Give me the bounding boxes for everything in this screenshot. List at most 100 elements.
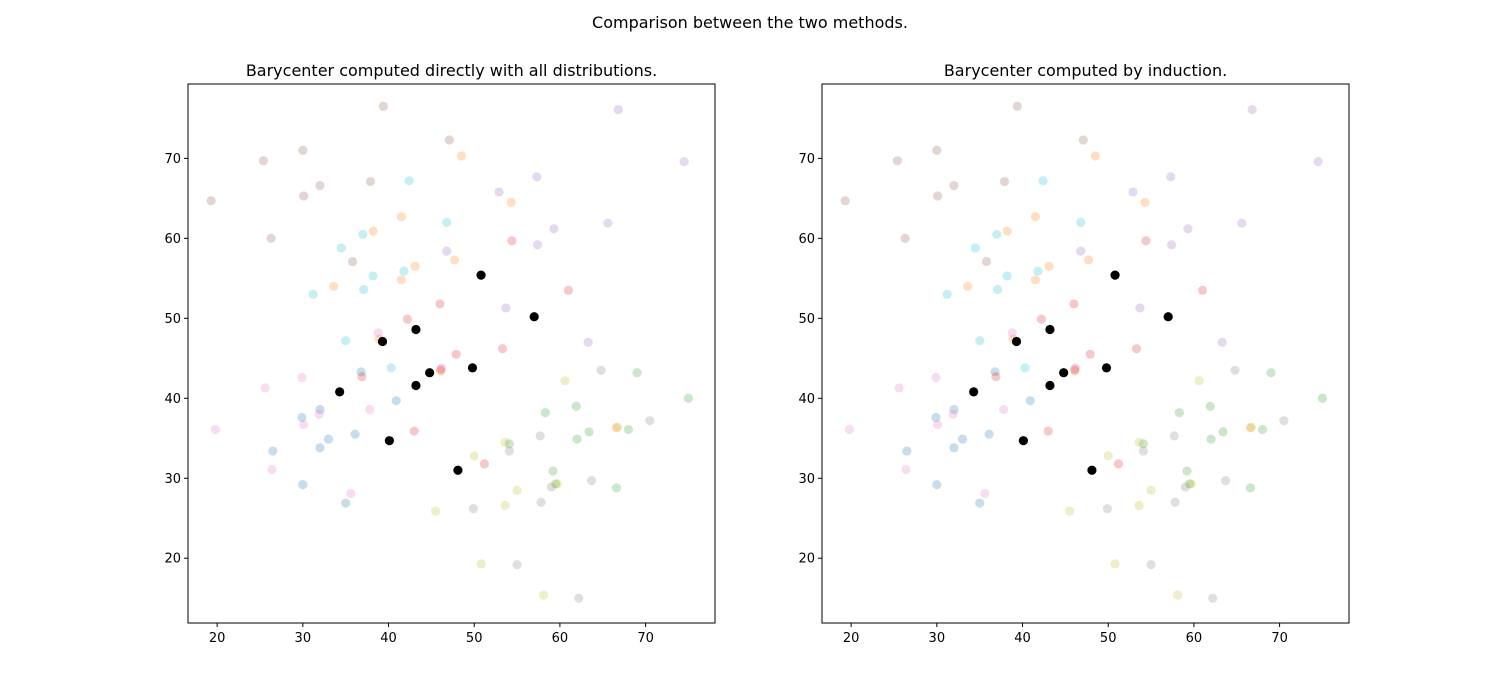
y-tick-label: 70 (798, 152, 815, 167)
barycenter-point (1110, 270, 1120, 280)
scatter-point-red (1197, 285, 1208, 295)
scatter-point-pink (948, 409, 958, 419)
barycenter-point (1101, 363, 1112, 373)
scatter-point-orange (1030, 275, 1040, 285)
scatter-point-red (1069, 299, 1079, 309)
scatter-point-blue (268, 446, 278, 456)
scatter-point-olive (500, 500, 510, 511)
scatter-point-gray (1102, 504, 1112, 514)
scatter-point-cyan (336, 243, 346, 253)
scatter-point-orange (436, 366, 446, 376)
barycenter-point (1018, 436, 1028, 446)
y-tick-label: 50 (164, 312, 181, 327)
scatter-point-green (1185, 479, 1195, 489)
scatter-point-cyan (1020, 363, 1030, 373)
scatter-point-red (357, 372, 367, 382)
scatter-point-orange (396, 275, 406, 285)
scatter-point-pink (894, 383, 904, 393)
x-tick-label: 60 (552, 631, 569, 646)
x-tick-label: 70 (637, 631, 654, 646)
scatter-point-green (1257, 424, 1268, 435)
scatter-point-blue (1025, 396, 1035, 406)
scatter-point-brown (206, 196, 216, 206)
scatter-point-olive (1134, 500, 1144, 511)
x-tick-label: 50 (466, 631, 483, 646)
scatter-point-brown (444, 135, 454, 145)
scatter-point-cyan (993, 284, 1003, 295)
scatter-point-orange (329, 281, 339, 291)
scatter-point-blue (350, 429, 360, 439)
barycenter-point (476, 270, 486, 280)
scatter-point-red (1036, 314, 1046, 324)
scatter-point-cyan (942, 289, 952, 299)
barycenter-point (377, 336, 388, 347)
scatter-point-brown (365, 176, 376, 187)
scatter-point-red (507, 236, 517, 246)
scatter-point-pink (210, 424, 221, 435)
scatter-point-pink (999, 404, 1009, 415)
scatter-point-gray (574, 593, 584, 603)
x-tick-label: 70 (1271, 631, 1288, 646)
plot-frame (187, 83, 716, 624)
scatter-point-olive (512, 485, 522, 495)
scatter-point-brown (892, 156, 903, 166)
scatter-point-orange (456, 151, 466, 161)
y-tick-label: 20 (798, 552, 815, 567)
scatter-point-olive (560, 376, 570, 386)
scatter-point-pink (346, 488, 356, 499)
barycenter-point (1011, 336, 1022, 347)
left-subplot-title: Barycenter computed directly with all di… (246, 61, 657, 80)
barycenter-point (411, 324, 421, 335)
scatter-point-purple (501, 303, 511, 313)
scatter-point-gray (468, 504, 478, 514)
scatter-point-olive (469, 451, 479, 461)
scatter-point-orange (368, 226, 378, 236)
right-subplot: Barycenter computed by induction. 20 30 40… (798, 61, 1350, 646)
scatter-point-olive (1065, 506, 1075, 516)
scatter-point-orange (963, 281, 973, 291)
scatter-point-brown (1078, 135, 1088, 145)
scatter-point-green (632, 368, 642, 378)
scatter-point-cyan (368, 271, 378, 281)
scatter-point-purple (533, 240, 543, 250)
y-tick-label: 30 (164, 472, 181, 487)
scatter-point-brown (949, 180, 959, 191)
scatter-point-blue (356, 367, 366, 377)
scatter-point-gray (512, 560, 522, 570)
scatter-point-orange (449, 255, 460, 265)
scatter-point-purple (613, 104, 623, 115)
scatter-point-brown (258, 156, 269, 166)
scatter-point-gray (1208, 593, 1218, 603)
scatter-point-blue (975, 498, 985, 508)
scatter-point-purple (1128, 187, 1138, 197)
scatter-point-brown (932, 145, 942, 155)
left-subplot: Barycenter computed directly with all di… (164, 61, 716, 646)
scatter-point-cyan (358, 229, 368, 239)
scatter-point-red (435, 299, 445, 309)
scatter-point-gray (546, 482, 556, 492)
scatter-point-pink (844, 424, 855, 435)
scatter-point-green (1266, 368, 1276, 378)
x-tick-label: 20 (209, 631, 226, 646)
scatter-point-orange (1044, 261, 1054, 271)
scatter-point-blue (341, 498, 351, 508)
scatter-point-gray (1221, 476, 1231, 486)
scatter-point-blue (931, 412, 941, 423)
scatter-point-red (402, 314, 412, 324)
scatter-point-pink (931, 372, 941, 383)
scatter-point-green (1317, 393, 1328, 403)
x-tick-label: 30 (295, 631, 312, 646)
y-tick-label: 40 (164, 392, 181, 407)
scatter-point-green (504, 439, 514, 449)
scatter-point-pink (437, 363, 447, 373)
scatter-point-brown (933, 191, 943, 201)
scatter-point-purple (1313, 156, 1323, 167)
scatter-point-cyan (975, 336, 985, 346)
scatter-point-green (1245, 483, 1256, 493)
scatter-point-green (611, 483, 622, 493)
scatter-point-cyan (1076, 217, 1086, 227)
scatter-point-cyan (992, 229, 1002, 239)
scatter-point-gray (504, 446, 514, 456)
scatter-point-blue (984, 429, 994, 439)
scatter-point-gray (1146, 560, 1156, 570)
